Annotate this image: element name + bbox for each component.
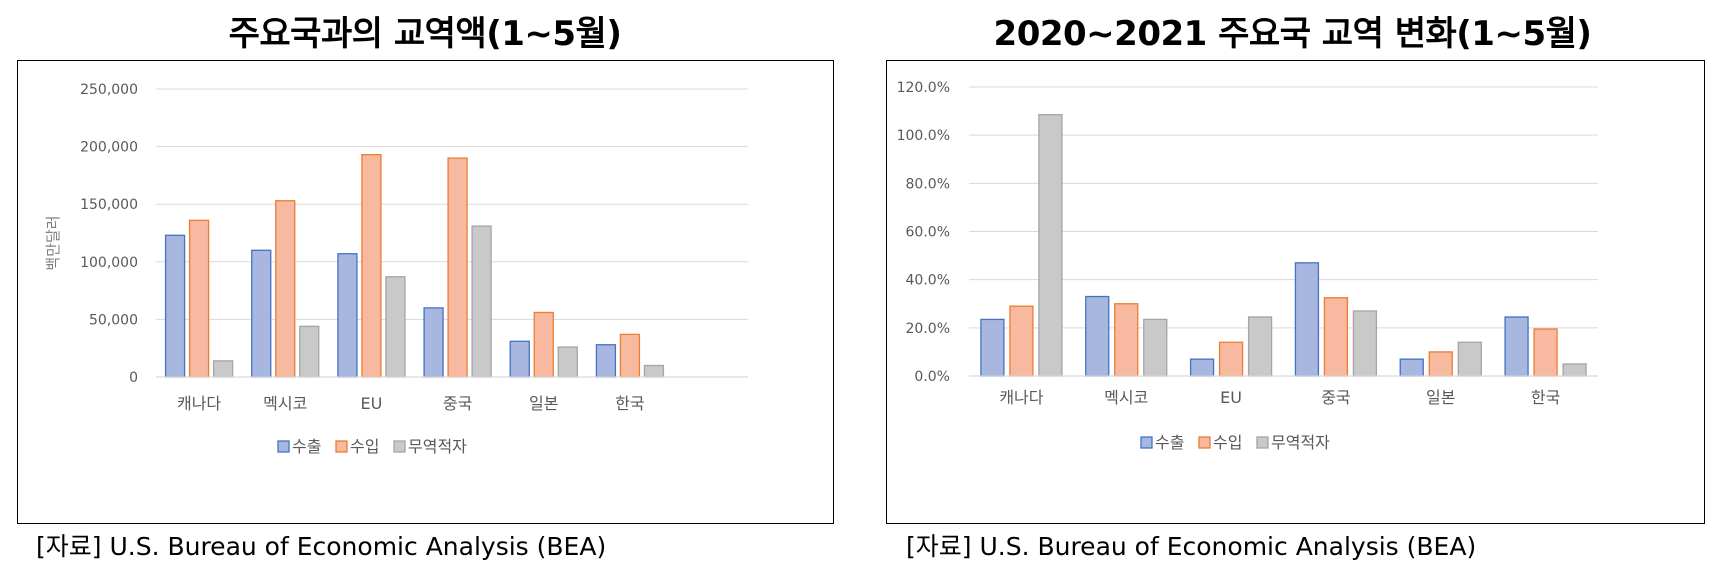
bar-export [1189, 358, 1215, 377]
legend-label: 수입 [350, 437, 379, 456]
legend-swatch [335, 440, 348, 453]
bar-import [361, 154, 382, 378]
bar-export [509, 340, 530, 378]
bar-export [595, 344, 617, 378]
y-tick-label: 100.0% [897, 128, 950, 144]
bar-deficit [1038, 114, 1063, 377]
bar-import [533, 311, 554, 378]
y-tick-label: 200,000 [80, 140, 138, 156]
y-tick-label: 20.0% [906, 321, 950, 337]
bar-export [1399, 358, 1424, 377]
legend-label: 무역적자 [408, 437, 467, 456]
category-label: 중국 [443, 394, 472, 413]
left-chart-svg: 0 50,000 100,000 150,000 200,000 250,000 캐나다 멕시… [44, 82, 748, 456]
bar-deficit [1457, 341, 1482, 377]
y-tick-label: 80.0% [906, 176, 950, 192]
bar-import [1218, 341, 1244, 377]
bar-import [1533, 328, 1558, 377]
right-chart-panel: 2020~2021 주요국 교역 변화(1~5월) 0.0% 20.0% 40.0%… [870, 0, 1715, 566]
bar-deficit [299, 325, 320, 378]
legend-swatch [1140, 436, 1153, 449]
category-label: 한국 [1531, 388, 1560, 407]
category-label: 캐나다 [177, 394, 221, 413]
right-chart-title: 2020~2021 주요국 교역 변화(1~5월) [993, 14, 1592, 54]
y-axis-label: 백만달러 [44, 215, 62, 270]
bar-deficit [471, 225, 492, 378]
bar-deficit [212, 360, 234, 378]
bar-export [1294, 262, 1320, 377]
bar-export [164, 234, 186, 378]
y-tick-label: 0 [129, 370, 138, 386]
legend-label: 무역적자 [1271, 433, 1330, 452]
y-tick-label: 40.0% [906, 273, 950, 289]
legend-swatch [1256, 436, 1269, 449]
y-tick-label: 50,000 [89, 312, 138, 328]
y-tick-label: 120.0% [897, 80, 950, 96]
bar-import [1009, 305, 1034, 377]
left-chart-frame: 0 50,000 100,000 150,000 200,000 250,000 캐나다 멕시… [17, 60, 834, 524]
bar-export [337, 253, 358, 378]
category-label: EU [1220, 388, 1242, 407]
bar-deficit [643, 364, 665, 378]
y-tick-label: 150,000 [80, 197, 138, 213]
legend-swatch [277, 440, 290, 453]
y-tick-label: 100,000 [80, 255, 138, 271]
legend-label: 수입 [1213, 433, 1242, 452]
category-label: EU [361, 394, 383, 413]
category-label: 캐나다 [999, 388, 1043, 407]
bar-import [1428, 351, 1453, 377]
y-tick-label: 0.0% [914, 369, 950, 385]
legend-label: 수출 [292, 437, 321, 456]
bar-deficit [557, 346, 578, 378]
legend-swatch [393, 440, 406, 453]
left-chart-title: 주요국과의 교역액(1~5월) [228, 14, 622, 54]
category-label: 멕시코 [263, 394, 307, 413]
bar-import [447, 157, 468, 378]
legend-label: 수출 [1155, 433, 1184, 452]
y-tick-label: 60.0% [906, 225, 950, 241]
bar-deficit [1247, 316, 1273, 377]
legend-swatch [1198, 436, 1211, 449]
bar-import [1323, 297, 1349, 377]
bar-export [980, 318, 1005, 377]
right-source-note: [자료] U.S. Bureau of Economic Analysis (B… [906, 532, 1477, 561]
category-label: 멕시코 [1104, 388, 1148, 407]
bar-import [1114, 303, 1139, 377]
bar-deficit [1143, 318, 1168, 377]
right-chart-svg: 0.0% 20.0% 40.0% 60.0% 80.0% 100.0% 120.0% 캐나다 멕… [897, 80, 1598, 452]
bar-import [619, 333, 641, 378]
bar-export [1504, 316, 1529, 377]
y-tick-label: 250,000 [80, 82, 138, 98]
left-source-note: [자료] U.S. Bureau of Economic Analysis (B… [36, 532, 607, 561]
left-chart-panel: 주요국과의 교역액(1~5월) 0 50,000 100,000 150,000 200… [0, 0, 850, 566]
bar-import [188, 219, 210, 378]
bar-export [251, 249, 272, 378]
bar-deficit [1352, 310, 1378, 377]
bar-deficit [385, 276, 406, 378]
bar-export [423, 307, 444, 378]
category-label: 일본 [529, 394, 558, 413]
right-chart-frame: 0.0% 20.0% 40.0% 60.0% 80.0% 100.0% 120.0% 캐나다 멕… [886, 60, 1705, 524]
bar-import [275, 200, 296, 378]
bar-deficit [1562, 363, 1587, 377]
bar-export [1085, 295, 1110, 377]
category-label: 한국 [615, 394, 644, 413]
category-label: 중국 [1321, 388, 1350, 407]
category-label: 일본 [1426, 388, 1455, 407]
